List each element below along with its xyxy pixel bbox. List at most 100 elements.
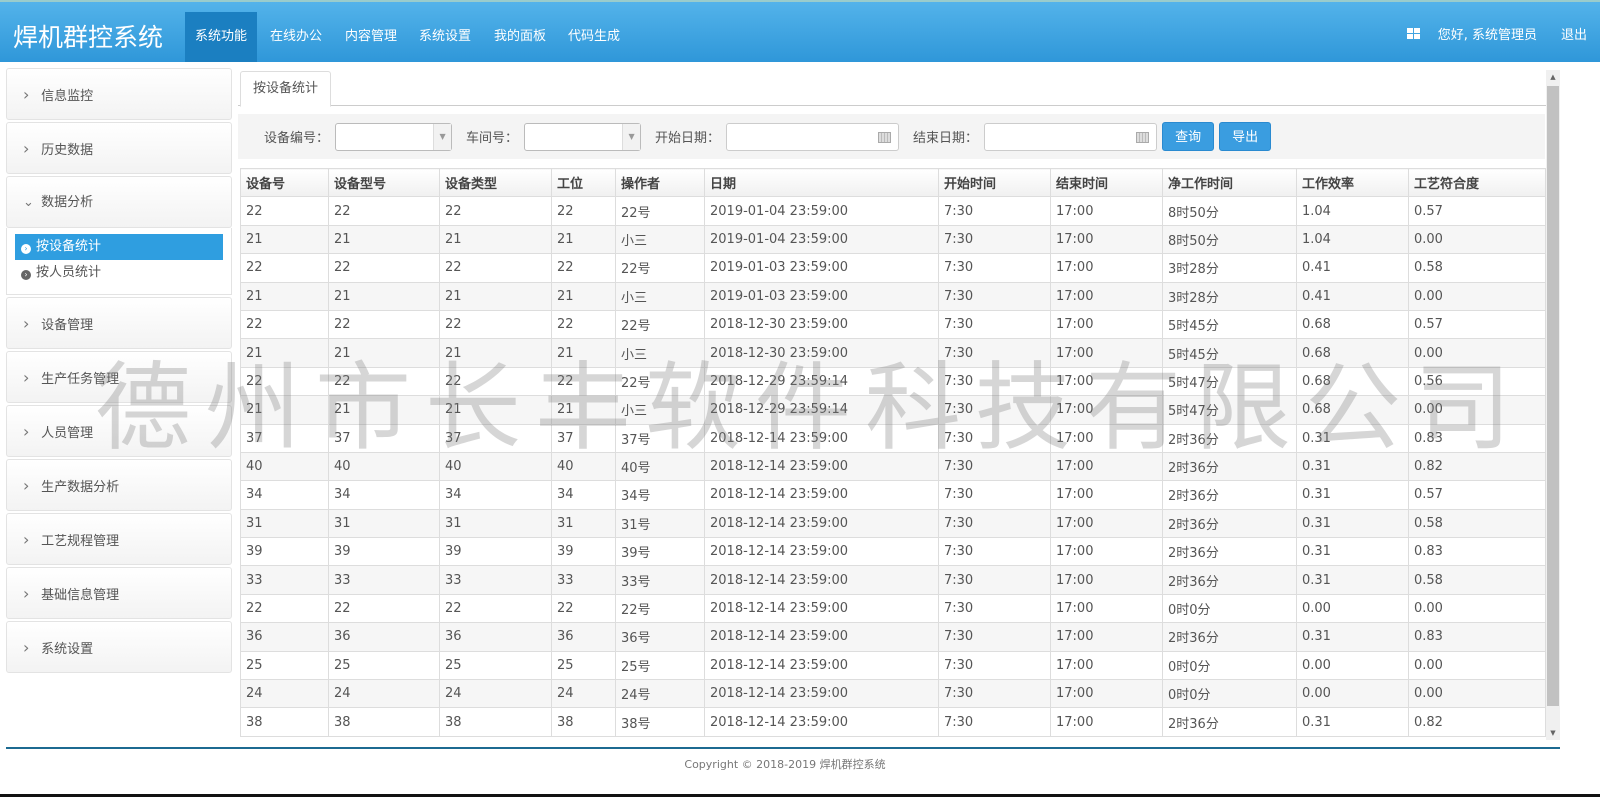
table-cell: 0.31 [1296, 423, 1409, 453]
table-cell: 7:30 [938, 253, 1051, 283]
table-row[interactable]: 21 21 21 21 小三 2019-01-04 23:59:00 7:30 17:00 8时… [240, 224, 1546, 255]
logout-link[interactable]: 退出 [1560, 27, 1587, 43]
column-header[interactable]: 结束时间 [1050, 167, 1163, 198]
sidebar-item[interactable]: › 系统设置 [6, 621, 232, 673]
table-row[interactable]: 37 37 37 37 37号 2018-12-14 23:59:00 7:30 17:00 2… [240, 423, 1546, 453]
device-label: 设备编号： [264, 131, 330, 146]
table-cell: 2018-12-14 23:59:00 [704, 480, 939, 510]
column-header[interactable]: 工作效率 [1296, 167, 1409, 198]
table-row[interactable]: 31 31 31 31 31号 2018-12-14 23:59:00 7:30 17:00 2… [240, 508, 1546, 539]
table-cell: 2019-01-04 23:59:00 [704, 224, 939, 255]
table-cell: 21 [551, 281, 616, 311]
table-row[interactable]: 21 21 21 21 小三 2018-12-30 23:59:00 7:30 17:00 5时… [240, 338, 1546, 368]
scroll-thumb[interactable] [1547, 86, 1559, 706]
device-select[interactable]: ▼ [335, 122, 453, 151]
nav-item[interactable]: 在线办公 [270, 29, 323, 44]
nav-item[interactable]: 我的面板 [494, 29, 547, 44]
column-header[interactable]: 工艺符合度 [1408, 167, 1546, 198]
sidebar-item[interactable]: › 信息监控 [6, 68, 232, 120]
table-cell: 33 [439, 565, 552, 595]
column-header[interactable]: 工位 [551, 167, 616, 198]
table-cell: 39 [328, 537, 440, 567]
table-cell: 22 [551, 196, 616, 226]
column-header[interactable]: 设备号 [240, 167, 329, 198]
nav-item[interactable]: 系统设置 [419, 29, 472, 44]
table-row[interactable]: 25 25 25 25 25号 2018-12-14 23:59:00 7:30 17:00 0… [240, 650, 1546, 681]
table-row[interactable]: 22 22 22 22 22号 2019-01-04 23:59:00 7:30 17:00 8… [240, 196, 1546, 226]
table-cell: 0.56 [1408, 366, 1546, 397]
table-cell: 21 [551, 224, 616, 255]
table-cell: 0.58 [1408, 253, 1546, 283]
table-cell: 21 [240, 224, 329, 255]
table-cell: 25 [439, 650, 552, 681]
end-date-input[interactable] [984, 122, 1158, 151]
dropdown-arrow-icon[interactable]: ▼ [433, 123, 452, 150]
table-row[interactable]: 22 22 22 22 22号 2018-12-29 23:59:14 7:30 17:00 5… [240, 366, 1546, 397]
grid-icon[interactable] [1406, 27, 1420, 39]
scrollbar[interactable]: ▲ ▼ [1546, 70, 1560, 740]
table-row[interactable]: 40 40 40 40 40号 2018-12-14 23:59:00 7:30 17:00 2… [240, 451, 1546, 482]
table-cell: 39 [439, 537, 552, 567]
table-row[interactable]: 22 22 22 22 22号 2018-12-30 23:59:00 7:30 17:00 5… [240, 309, 1546, 340]
chevron-right-icon: › [23, 638, 30, 657]
table-row[interactable]: 22 22 22 22 22号 2018-12-14 23:59:00 7:30 17:00 0… [240, 593, 1546, 624]
table-cell: 小三 [615, 281, 705, 311]
query-button[interactable]: 查询 [1162, 122, 1215, 151]
nav-item[interactable]: 内容管理 [345, 29, 398, 44]
nav-item[interactable]: 系统功能 [185, 12, 258, 62]
sidebar-item[interactable]: › 设备管理 [6, 297, 232, 349]
sidebar-item[interactable]: ⌄ 数据分析 [6, 176, 232, 228]
start-date-input[interactable] [726, 122, 900, 151]
table-cell: 17:00 [1050, 508, 1163, 539]
table-row[interactable]: 21 21 21 21 小三 2018-12-29 23:59:14 7:30 17:00 5时… [240, 395, 1546, 425]
sidebar-item[interactable]: › 生产任务管理 [6, 351, 232, 403]
table-cell: 37号 [615, 423, 705, 453]
tab-device-stats[interactable]: 按设备统计 [240, 71, 332, 107]
table-row[interactable]: 33 33 33 33 33号 2018-12-14 23:59:00 7:30 17:00 2… [240, 565, 1546, 595]
column-header[interactable]: 设备型号 [328, 167, 440, 198]
column-header[interactable]: 开始时间 [938, 167, 1051, 198]
column-header[interactable]: 日期 [704, 167, 939, 198]
copyright: Copyright © 2018-2019 焊机群控系统 [684, 758, 886, 771]
sidebar-item[interactable]: › 历史数据 [6, 122, 232, 174]
table-cell: 17:00 [1050, 338, 1163, 368]
column-header[interactable]: 净工作时间 [1162, 167, 1297, 198]
table-cell: 17:00 [1050, 366, 1163, 397]
table-cell: 0.31 [1296, 508, 1409, 539]
table-cell: 22号 [615, 366, 705, 397]
calendar-icon[interactable] [878, 131, 892, 143]
sidebar-item-label: 人员管理 [41, 426, 94, 441]
table-row[interactable]: 22 22 22 22 22号 2019-01-03 23:59:00 7:30 17:00 3… [240, 253, 1546, 283]
export-button[interactable]: 导出 [1219, 122, 1272, 151]
table-cell: 7:30 [938, 480, 1051, 510]
sidebar-item[interactable]: › 人员管理 [6, 405, 232, 457]
table-cell: 36 [439, 622, 552, 652]
table-cell: 22 [439, 253, 552, 283]
column-header[interactable]: 设备类型 [439, 167, 552, 198]
sidebar-item[interactable]: › 工艺规程管理 [6, 513, 232, 565]
scroll-up-icon[interactable]: ▲ [1550, 73, 1556, 81]
column-header[interactable]: 操作者 [615, 167, 705, 198]
table-row[interactable]: 39 39 39 39 39号 2018-12-14 23:59:00 7:30 17:00 2… [240, 537, 1546, 567]
table-cell: 0.00 [1408, 281, 1546, 311]
scroll-down-icon[interactable]: ▼ [1550, 729, 1556, 737]
sidebar-item[interactable]: › 生产数据分析 [6, 459, 232, 511]
dropdown-arrow-icon[interactable]: ▼ [622, 123, 641, 150]
table-row[interactable]: 24 24 24 24 24号 2018-12-14 23:59:00 7:30 17:00 0… [240, 679, 1546, 709]
table-row[interactable]: 36 36 36 36 36号 2018-12-14 23:59:00 7:30 17:00 2… [240, 622, 1546, 652]
submenu-item[interactable]: › 按设备统计 [15, 234, 223, 260]
workshop-select[interactable]: ▼ [524, 122, 642, 151]
user-greeting[interactable]: 您好, 系统管理员 [1437, 27, 1537, 43]
nav-item[interactable]: 代码生成 [568, 29, 621, 44]
tab-bar: 按设备统计 [238, 69, 1546, 107]
table-cell: 40 [439, 451, 552, 482]
submenu-item[interactable]: › 按人员统计 [15, 260, 223, 286]
table-row[interactable]: 21 21 21 21 小三 2019-01-03 23:59:00 7:30 17:00 3时… [240, 281, 1546, 311]
table-cell: 21 [439, 224, 552, 255]
table-row[interactable]: 38 38 38 38 38号 2018-12-14 23:59:00 7:30 17:00 2… [240, 707, 1546, 737]
calendar-icon[interactable] [1136, 131, 1150, 143]
table-cell: 小三 [615, 395, 705, 425]
chevron-right-icon: › [23, 476, 30, 495]
table-row[interactable]: 34 34 34 34 34号 2018-12-14 23:59:00 7:30 17:00 2… [240, 480, 1546, 510]
sidebar-item[interactable]: › 基础信息管理 [6, 567, 232, 619]
